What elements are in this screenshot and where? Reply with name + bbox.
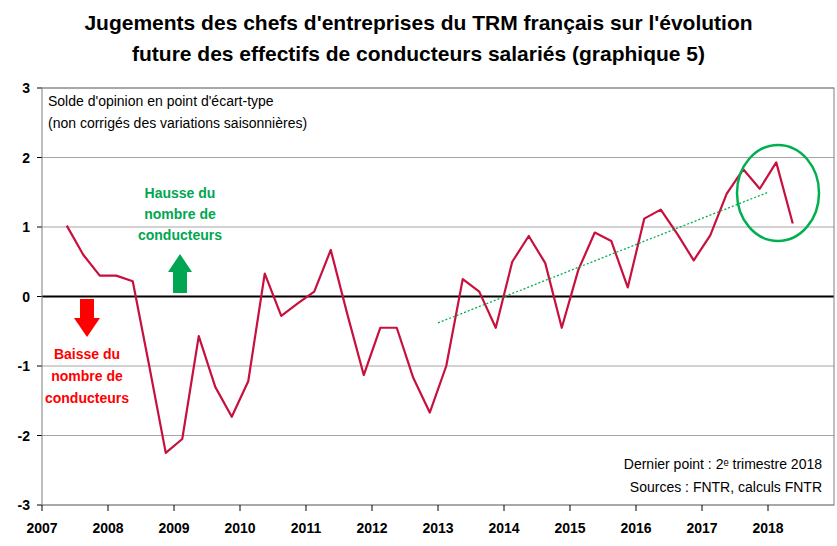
x-tick: [108, 505, 109, 511]
x-tick-label: 2009: [158, 520, 189, 536]
x-tick: [372, 505, 373, 511]
down-arrow: [74, 318, 100, 337]
data-line: [67, 162, 793, 453]
y-tick-label: 1: [22, 219, 30, 235]
x-tick-label: 2013: [422, 520, 453, 536]
annotation: Hausse du: [145, 185, 216, 201]
x-tick: [768, 505, 769, 511]
x-tick-label: 2016: [620, 520, 651, 536]
annotation: nombre de: [144, 206, 216, 222]
x-tick-label: 2007: [26, 520, 57, 536]
down-arrow: [80, 299, 94, 319]
up-arrow: [168, 254, 192, 272]
y-tick: [37, 88, 42, 89]
grid-line: [42, 435, 834, 436]
y-tick-label: 3: [22, 80, 30, 96]
x-tick: [174, 505, 175, 511]
zero-line: [42, 296, 834, 298]
y-tick-label: -3: [18, 497, 31, 513]
y-tick: [37, 157, 42, 158]
x-tick: [42, 505, 43, 511]
x-tick: [636, 505, 637, 511]
annotation: conducteurs: [138, 227, 222, 243]
title: future des effectifs de conducteurs sala…: [132, 42, 705, 65]
up-arrow: [173, 271, 187, 293]
title: Jugements des chefs d'entreprises du TRM…: [84, 11, 752, 34]
x-tick-label: 2018: [752, 520, 783, 536]
plot-frame: [42, 88, 834, 505]
x-tick: [306, 505, 307, 511]
y-tick: [37, 435, 42, 436]
y-tick: [37, 227, 42, 228]
y-tick-label: -2: [18, 428, 31, 444]
note: Dernier point : 2ᵉ trimestre 2018: [624, 456, 822, 472]
y-tick-label: 0: [22, 289, 30, 305]
y-tick: [37, 366, 42, 367]
x-tick: [438, 505, 439, 511]
subtitle: (non corrigés des variations saisonnière…: [48, 115, 307, 131]
x-tick: [240, 505, 241, 511]
y-tick: [37, 296, 42, 297]
x-tick: [504, 505, 505, 511]
highlight-circle: [737, 145, 819, 241]
y-tick-label: 2: [22, 150, 30, 166]
x-tick-label: 2011: [291, 520, 322, 536]
chart: Jugements des chefs d'entreprises du TRM…: [0, 0, 837, 546]
trend-line: [438, 192, 768, 323]
annotation: Baisse du: [54, 346, 120, 362]
subtitle: Solde d'opinion en point d'écart-type: [48, 93, 274, 109]
grid-line: [42, 157, 834, 158]
x-tick-label: 2012: [356, 520, 387, 536]
series-group: [67, 162, 793, 453]
x-tick: [570, 505, 571, 511]
x-tick-label: 2014: [488, 520, 519, 536]
y-tick-label: -1: [18, 358, 31, 374]
x-tick: [702, 505, 703, 511]
annotation: nombre de: [51, 368, 123, 384]
annotation: conducteurs: [45, 390, 129, 406]
grid-line: [42, 366, 834, 367]
x-tick-label: 2008: [92, 520, 123, 536]
x-tick-label: 2015: [554, 520, 585, 536]
x-tick-label: 2010: [224, 520, 255, 536]
y-tick: [37, 505, 42, 506]
note: Sources : FNTR, calculs FNTR: [630, 479, 822, 495]
x-tick-label: 2017: [686, 520, 717, 536]
